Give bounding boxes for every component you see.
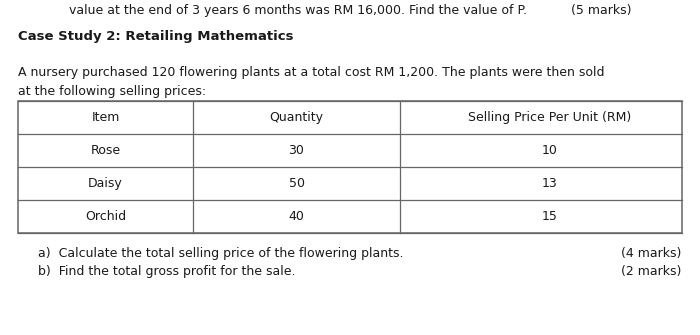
Text: at the following selling prices:: at the following selling prices:: [18, 85, 206, 98]
Text: b)  Find the total gross profit for the sale.: b) Find the total gross profit for the s…: [38, 265, 295, 278]
Text: Orchid: Orchid: [85, 210, 126, 223]
Text: A nursery purchased 120 flowering plants at a total cost RM 1,200. The plants we: A nursery purchased 120 flowering plants…: [18, 66, 605, 79]
Text: Selling Price Per Unit (RM): Selling Price Per Unit (RM): [468, 111, 631, 124]
Text: Item: Item: [91, 111, 120, 124]
Text: 40: 40: [288, 210, 304, 223]
Text: Quantity: Quantity: [270, 111, 323, 124]
Text: 13: 13: [542, 177, 558, 190]
Text: 10: 10: [542, 144, 558, 157]
Text: Rose: Rose: [90, 144, 120, 157]
Text: 30: 30: [288, 144, 304, 157]
Text: 15: 15: [542, 210, 558, 223]
Text: 50: 50: [288, 177, 304, 190]
Text: Daisy: Daisy: [88, 177, 123, 190]
Text: value at the end of 3 years 6 months was RM 16,000. Find the value of P.        : value at the end of 3 years 6 months was…: [69, 4, 631, 17]
Text: (2 marks): (2 marks): [621, 265, 681, 278]
Text: (4 marks): (4 marks): [621, 247, 681, 260]
Bar: [18, 101, 682, 233]
Text: Case Study 2: Retailing Mathematics: Case Study 2: Retailing Mathematics: [18, 30, 293, 43]
Text: a)  Calculate the total selling price of the flowering plants.: a) Calculate the total selling price of …: [38, 247, 403, 260]
